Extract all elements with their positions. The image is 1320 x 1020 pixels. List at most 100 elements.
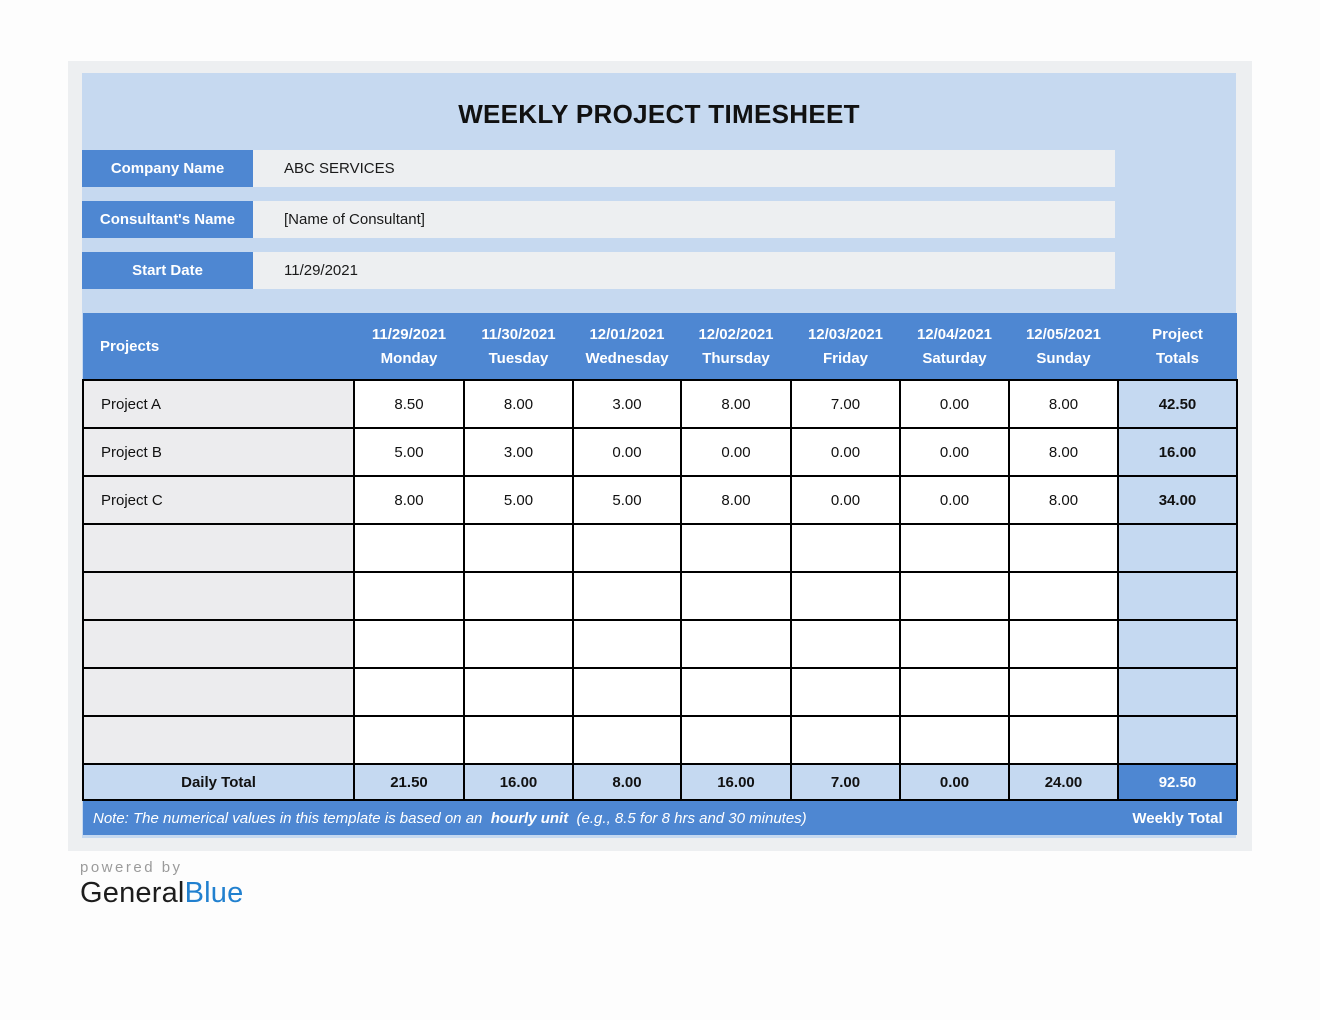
- template-backing-panel: WEEKLY PROJECT TIMESHEET Company Name AB…: [68, 61, 1252, 851]
- hours-cell[interactable]: [572, 619, 682, 669]
- hours-cell[interactable]: [790, 523, 901, 573]
- project-totals-column-header: Project Totals: [1118, 313, 1237, 380]
- project-name-cell[interactable]: Project B: [82, 427, 355, 477]
- table-row-project-a: Project A 8.50 8.00 3.00 8.00 7.00 0.00 …: [82, 379, 1238, 429]
- header-day: Sunday: [1036, 349, 1091, 367]
- hours-cell[interactable]: 0.00: [899, 427, 1010, 477]
- note-suffix: (e.g., 8.5 for 8 hrs and 30 minutes): [568, 809, 807, 827]
- hours-cell[interactable]: 7.00: [790, 379, 901, 429]
- hours-cell[interactable]: [680, 667, 792, 717]
- consultant-name-label: Consultant's Name: [82, 201, 253, 238]
- start-date-label: Start Date: [82, 252, 253, 289]
- hours-cell[interactable]: [899, 571, 1010, 621]
- daily-total-cell: 21.50: [353, 763, 465, 801]
- header-totals-line2: Totals: [1155, 349, 1200, 367]
- hours-cell[interactable]: [680, 523, 792, 573]
- header-date: 11/29/2021: [371, 325, 447, 343]
- consultant-name-field[interactable]: [Name of Consultant]: [253, 201, 1115, 238]
- hours-cell[interactable]: [1008, 523, 1119, 573]
- project-name-cell[interactable]: [82, 715, 355, 765]
- hours-cell[interactable]: 3.00: [572, 379, 682, 429]
- hours-cell[interactable]: 0.00: [899, 379, 1010, 429]
- hours-cell[interactable]: [1008, 667, 1119, 717]
- day-column-header-wednesday: 12/01/2021 Wednesday: [573, 313, 681, 380]
- hours-cell[interactable]: [790, 715, 901, 765]
- start-date-field[interactable]: 11/29/2021: [253, 252, 1115, 289]
- day-column-header-tuesday: 11/30/2021 Tuesday: [464, 313, 573, 380]
- hours-cell[interactable]: [899, 619, 1010, 669]
- hours-cell[interactable]: 5.00: [463, 475, 574, 525]
- hours-cell[interactable]: [463, 523, 574, 573]
- hours-cell[interactable]: [463, 571, 574, 621]
- hours-cell[interactable]: 0.00: [572, 427, 682, 477]
- project-name-cell[interactable]: [82, 667, 355, 717]
- table-row-empty: [82, 619, 1238, 669]
- daily-total-cell: 16.00: [463, 763, 574, 801]
- hours-cell[interactable]: 8.00: [463, 379, 574, 429]
- company-name-label: Company Name: [82, 150, 253, 187]
- weekly-total-label: Weekly Total: [1118, 800, 1237, 835]
- hours-cell[interactable]: 8.00: [1008, 379, 1119, 429]
- project-name-cell[interactable]: [82, 523, 355, 573]
- hours-cell[interactable]: [572, 715, 682, 765]
- hours-cell[interactable]: [899, 523, 1010, 573]
- daily-total-cell: 8.00: [572, 763, 682, 801]
- hours-cell[interactable]: [572, 667, 682, 717]
- hours-cell[interactable]: [680, 715, 792, 765]
- hours-cell[interactable]: [680, 571, 792, 621]
- project-name-cell[interactable]: [82, 571, 355, 621]
- hours-cell[interactable]: [1008, 715, 1119, 765]
- daily-total-cell: 16.00: [680, 763, 792, 801]
- project-total-cell: 34.00: [1117, 475, 1238, 525]
- hours-cell[interactable]: [463, 715, 574, 765]
- hours-cell[interactable]: 0.00: [899, 475, 1010, 525]
- hours-cell[interactable]: [353, 571, 465, 621]
- hours-cell[interactable]: [353, 715, 465, 765]
- day-column-header-sunday: 12/05/2021 Sunday: [1009, 313, 1118, 380]
- hours-cell[interactable]: [572, 523, 682, 573]
- hours-cell[interactable]: 8.50: [353, 379, 465, 429]
- hours-cell[interactable]: 8.00: [353, 475, 465, 525]
- hours-cell[interactable]: [1008, 619, 1119, 669]
- hours-cell[interactable]: [353, 667, 465, 717]
- hours-cell[interactable]: 0.00: [680, 427, 792, 477]
- projects-column-header: Projects: [83, 313, 354, 380]
- project-name-cell[interactable]: Project C: [82, 475, 355, 525]
- hours-cell[interactable]: [463, 667, 574, 717]
- project-name-cell[interactable]: Project A: [82, 379, 355, 429]
- hours-cell[interactable]: 5.00: [572, 475, 682, 525]
- hours-cell[interactable]: 8.00: [680, 379, 792, 429]
- hours-cell[interactable]: 8.00: [1008, 475, 1119, 525]
- hours-cell[interactable]: 8.00: [1008, 427, 1119, 477]
- hours-cell[interactable]: [680, 619, 792, 669]
- company-name-field[interactable]: ABC SERVICES: [253, 150, 1115, 187]
- note-row: Note: The numerical values in this templ…: [83, 800, 1237, 835]
- hours-cell[interactable]: 0.00: [790, 475, 901, 525]
- hours-cell[interactable]: [353, 619, 465, 669]
- hours-cell[interactable]: [790, 571, 901, 621]
- hours-cell[interactable]: [899, 667, 1010, 717]
- hours-cell[interactable]: [353, 523, 465, 573]
- project-name-cell[interactable]: [82, 619, 355, 669]
- header-date: 11/30/2021: [481, 325, 556, 343]
- hours-cell[interactable]: [790, 619, 901, 669]
- hours-cell[interactable]: 5.00: [353, 427, 465, 477]
- table-row-empty: [82, 667, 1238, 717]
- hours-cell[interactable]: [463, 619, 574, 669]
- weekly-total-value: 92.50: [1117, 763, 1238, 801]
- powered-by-text: powered by: [80, 859, 183, 876]
- hours-cell[interactable]: [1008, 571, 1119, 621]
- hours-cell[interactable]: 0.00: [790, 427, 901, 477]
- general-blue-logo[interactable]: GeneralBlue: [80, 877, 243, 910]
- table-row-empty: [82, 571, 1238, 621]
- project-total-cell: [1117, 715, 1238, 765]
- hours-cell[interactable]: [572, 571, 682, 621]
- footer: powered by GeneralBlue: [80, 859, 243, 910]
- hours-cell[interactable]: [790, 667, 901, 717]
- brand-general: General: [80, 877, 185, 909]
- hours-cell[interactable]: 8.00: [680, 475, 792, 525]
- hours-cell[interactable]: 3.00: [463, 427, 574, 477]
- project-total-cell: [1117, 571, 1238, 621]
- day-column-header-friday: 12/03/2021 Friday: [791, 313, 900, 380]
- hours-cell[interactable]: [899, 715, 1010, 765]
